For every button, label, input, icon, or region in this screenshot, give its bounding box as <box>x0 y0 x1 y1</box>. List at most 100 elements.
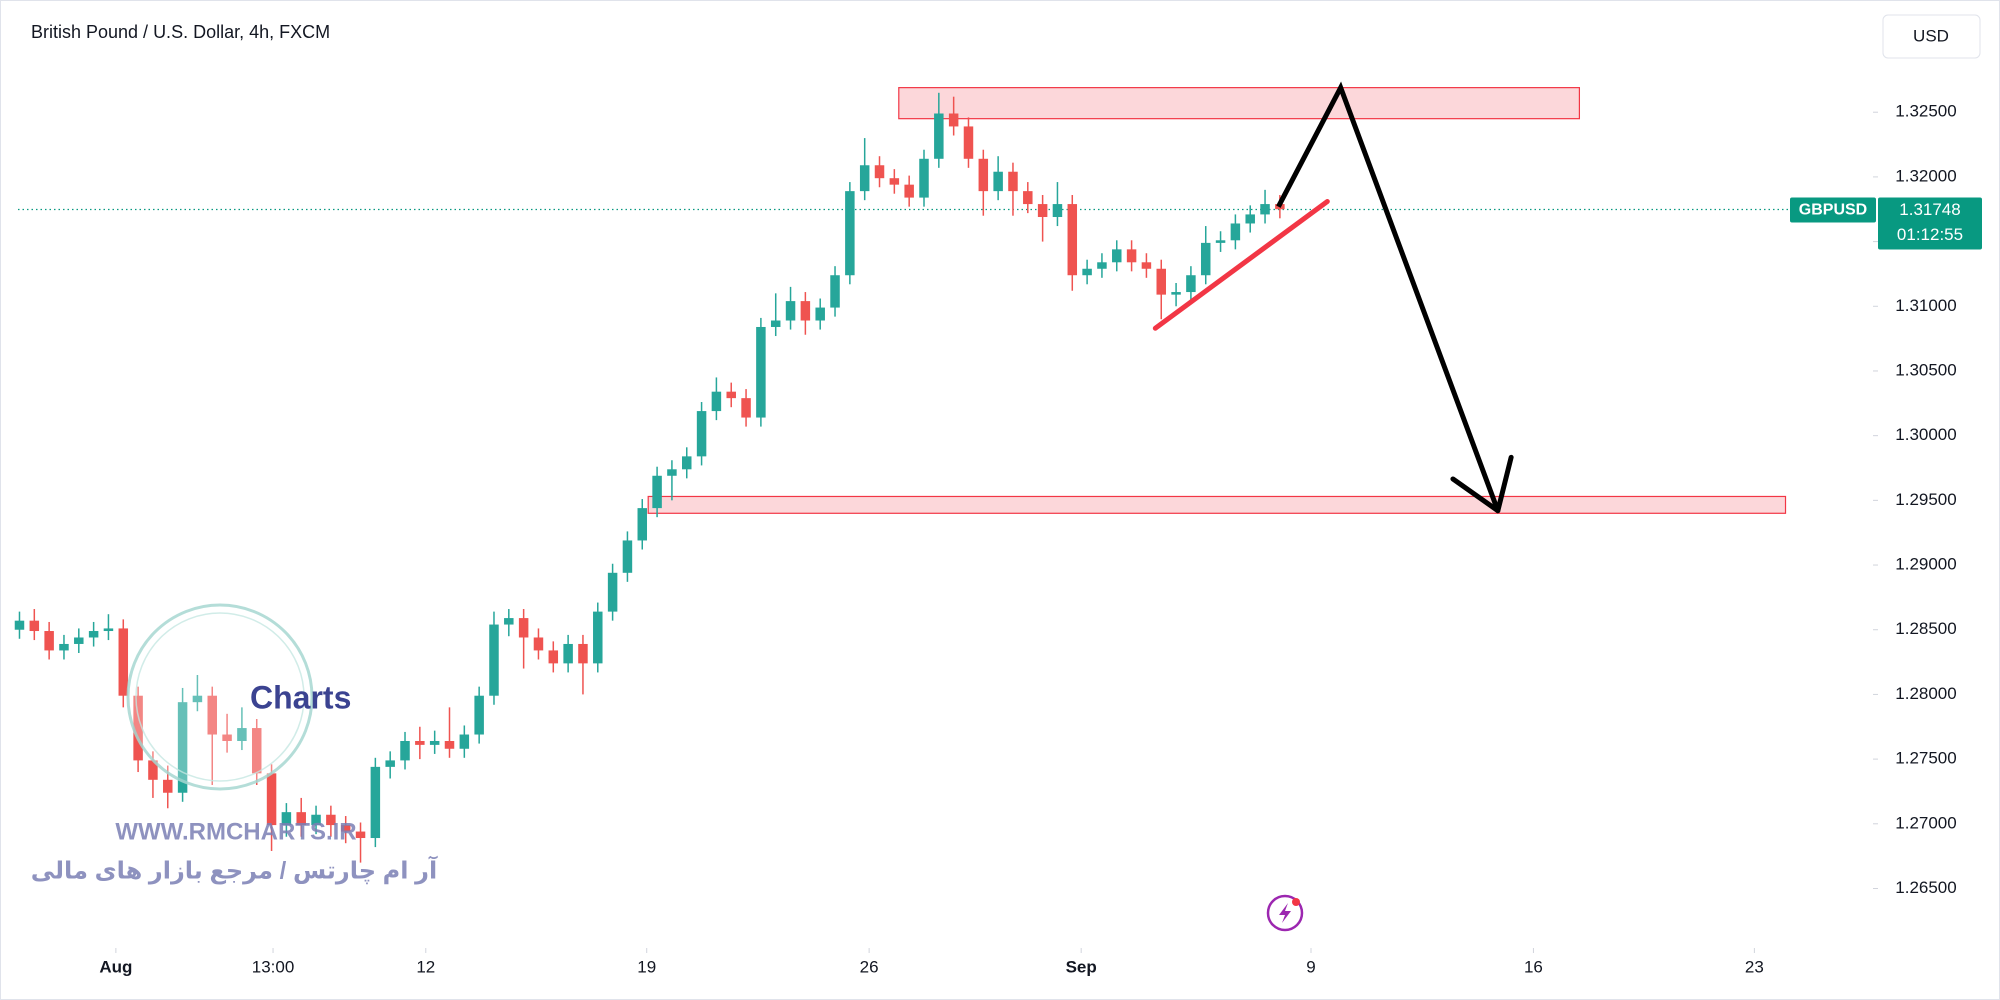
y-tick-label: 1.27000 <box>1895 813 1956 832</box>
watermark-ring-inner <box>135 612 305 782</box>
candle-body <box>370 766 381 839</box>
candle-body <box>993 171 1003 192</box>
currency-label[interactable]: USD <box>1913 26 1949 45</box>
x-tick-label: Sep <box>1066 957 1097 976</box>
candle-body <box>1156 268 1166 295</box>
candle-body <box>1141 262 1152 269</box>
plot-area: 1.26500 1.27000 1.27500 1.28000 1.28500 1.290… <box>14 81 1957 976</box>
candle-body <box>489 624 499 696</box>
candle-body <box>800 301 811 321</box>
candle-body <box>74 637 84 644</box>
candle-body <box>504 618 514 625</box>
candle-body <box>934 113 944 159</box>
candle-body <box>1260 204 1270 215</box>
candle-body <box>118 628 129 696</box>
icon-bolt <box>1279 903 1291 923</box>
watermark-url: WWW.RMCHARTS.IR <box>115 818 356 845</box>
candle-body <box>251 728 262 774</box>
candle-body <box>904 184 914 198</box>
replay-icon[interactable] <box>1266 894 1304 932</box>
candle-body <box>133 695 143 761</box>
candle-body <box>548 650 559 664</box>
candle-body <box>1112 249 1122 263</box>
arrow-head <box>1450 476 1501 514</box>
candle-body <box>296 812 306 826</box>
watermark: Charts WWW.RMCHARTS.IR آر ام چارتس / مرجع … <box>31 603 438 884</box>
y-tick-label: 1.32500 <box>1895 102 1956 121</box>
candle-body <box>281 812 292 826</box>
x-tick-label: 9 <box>1306 957 1315 976</box>
candle-body <box>696 411 707 457</box>
candle-body <box>148 760 158 780</box>
symbol-badge <box>1790 197 1876 223</box>
price-badge <box>1878 197 1982 250</box>
chart-title: British Pound / U.S. Dollar, 4h, FXCM <box>31 22 330 42</box>
watermark-logo: Charts <box>250 679 351 715</box>
candle-body <box>1171 292 1181 295</box>
candle-body <box>963 126 974 159</box>
forecast-arrow <box>1276 81 1501 512</box>
candle-body <box>741 398 751 418</box>
candle-body <box>1082 268 1092 276</box>
x-tick-label: 13:00 <box>252 957 295 976</box>
candle-body <box>948 113 959 127</box>
candle-body <box>207 695 217 735</box>
candle-body <box>652 475 662 509</box>
y-tick-label: 1.28500 <box>1895 619 1956 638</box>
icon-dot <box>1292 898 1300 906</box>
x-tick-label: 19 <box>637 957 656 976</box>
candle-body <box>429 740 440 745</box>
candle-body <box>1052 204 1063 218</box>
y-tick-label: 1.28000 <box>1895 684 1956 703</box>
x-tick-label: 12 <box>416 957 435 976</box>
y-tick-label: 1.30000 <box>1895 425 1956 444</box>
candle-body <box>1245 214 1255 224</box>
icon-circle <box>1266 894 1304 932</box>
candle-body <box>222 734 232 741</box>
watermark-ring <box>126 603 314 791</box>
candle-body <box>1008 171 1018 192</box>
countdown-label: 01:12:55 <box>1897 225 1963 244</box>
y-tick-label: 1.29500 <box>1895 490 1956 509</box>
currency-button[interactable] <box>1882 14 1981 59</box>
last-price-label: 1.31748 <box>1899 200 1960 219</box>
candle-body <box>474 695 484 735</box>
candle-body <box>815 307 825 321</box>
candle-body <box>385 760 395 767</box>
y-tick-label: 1.30500 <box>1895 360 1956 379</box>
candle-body <box>177 702 188 793</box>
y-tick-label: 1.32000 <box>1895 166 1956 185</box>
candle-body <box>103 628 114 632</box>
candle-body <box>533 637 544 651</box>
candle-body <box>1186 275 1196 293</box>
candle-body <box>919 158 929 198</box>
candle-body <box>726 391 736 399</box>
candle-body <box>770 320 781 327</box>
watermark-tagline: آر ام چارتس / مرجع بازار های مالی <box>31 855 438 884</box>
candle-body <box>889 178 900 185</box>
candle-body <box>459 734 470 749</box>
candle-body <box>607 572 618 612</box>
candle-body <box>1097 262 1107 269</box>
candle-body <box>1230 223 1241 241</box>
x-tick-label: 16 <box>1524 957 1543 976</box>
candle-body <box>237 728 247 741</box>
y-tick-label: 1.27500 <box>1895 749 1956 768</box>
candle-body <box>326 814 336 826</box>
candle-body <box>785 301 796 321</box>
candle-body <box>163 779 173 793</box>
candle-body <box>44 631 54 651</box>
candle-body <box>311 814 321 826</box>
candle-body <box>845 191 855 276</box>
candle-body <box>266 773 277 826</box>
candle-body <box>29 620 40 632</box>
candle-body <box>830 275 840 308</box>
y-tick-label: 1.29000 <box>1895 555 1956 574</box>
candle-body <box>340 825 351 832</box>
candle-body <box>1037 204 1048 218</box>
candle-body <box>711 391 722 412</box>
candle-body <box>637 508 648 541</box>
